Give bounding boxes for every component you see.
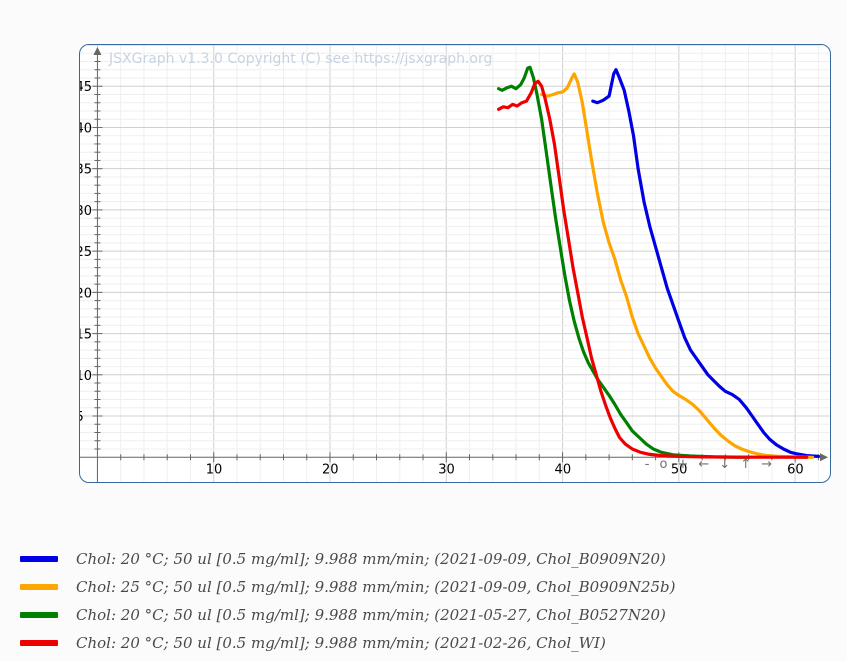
x-tick-label: 60 <box>787 462 804 477</box>
legend-swatch <box>20 640 58 646</box>
series-line-1 <box>591 68 820 458</box>
legend-swatch <box>20 584 58 590</box>
chart-board[interactable]: 10 20 30 40 50 60 5 10 15 20 25 30 35 40 45 JSXGraph v… <box>79 44 831 483</box>
y-tick-label: 5 <box>80 410 84 425</box>
zoom-in-button[interactable]: + <box>677 457 689 472</box>
legend-item: Chol: 20 °C; 50 ul [0.5 mg/ml]; 9.988 mm… <box>20 629 830 657</box>
legend: Chol: 20 °C; 50 ul [0.5 mg/ml]; 9.988 mm… <box>20 545 830 657</box>
x-tick-label: 20 <box>322 462 339 477</box>
navigation-bar: - o + ← ↓ ↑ → <box>645 457 772 472</box>
x-tick-label: 50 <box>671 462 688 477</box>
legend-label: Chol: 20 °C; 50 ul [0.5 mg/ml]; 9.988 mm… <box>76 550 666 568</box>
y-tick-label: 30 <box>80 204 92 219</box>
legend-swatch <box>20 612 58 618</box>
x-tick-label: 30 <box>438 462 455 477</box>
y-tick-label: 35 <box>80 163 92 178</box>
zoom-out-button[interactable]: - <box>644 457 650 472</box>
series-line-3 <box>497 65 751 459</box>
legend-swatch <box>20 556 58 562</box>
y-tick-label: 20 <box>80 286 92 301</box>
legend-label: Chol: 25 °C; 50 ul [0.5 mg/ml]; 9.988 mm… <box>76 578 676 596</box>
pan-left-button[interactable]: ← <box>698 457 710 472</box>
legend-item: Chol: 25 °C; 50 ul [0.5 mg/ml]; 9.988 mm… <box>20 573 830 601</box>
legend-item: Chol: 20 °C; 50 ul [0.5 mg/ml]; 9.988 mm… <box>20 601 830 629</box>
plot-area: 10 20 30 40 50 60 5 10 15 20 25 30 35 40 45 <box>80 45 830 482</box>
x-tick-label: 40 <box>555 462 572 477</box>
legend-label: Chol: 20 °C; 50 ul [0.5 mg/ml]; 9.988 mm… <box>76 634 606 652</box>
x-tick-label: 10 <box>206 462 223 477</box>
x-axis-arrow <box>820 453 828 462</box>
y-tick-label: 40 <box>80 121 92 136</box>
legend-label: Chol: 20 °C; 50 ul [0.5 mg/ml]; 9.988 mm… <box>76 606 666 624</box>
series-line-4 <box>497 79 809 459</box>
y-tick-label: 15 <box>80 328 92 343</box>
y-tick-label: 45 <box>80 80 92 95</box>
y-axis-arrow <box>93 47 102 55</box>
y-tick-label: 10 <box>80 369 92 384</box>
copyright-notice: JSXGraph v1.3.0 Copyright (C) see https:… <box>109 51 493 67</box>
series-line-2 <box>540 72 815 459</box>
pan-down-button[interactable]: ↓ <box>719 457 731 472</box>
pan-right-button[interactable]: → <box>761 457 772 472</box>
legend-item: Chol: 20 °C; 50 ul [0.5 mg/ml]; 9.988 mm… <box>20 545 830 573</box>
pan-up-button[interactable]: ↑ <box>740 457 752 472</box>
zoom-reset-button[interactable]: o <box>659 457 668 472</box>
y-tick-label: 25 <box>80 245 92 260</box>
